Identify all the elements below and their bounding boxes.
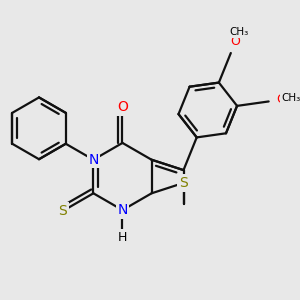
Text: N: N — [117, 203, 128, 217]
Text: N: N — [88, 153, 99, 167]
Text: O: O — [117, 100, 128, 114]
Text: S: S — [179, 176, 188, 190]
Text: CH₃: CH₃ — [282, 93, 300, 103]
Text: S: S — [58, 204, 67, 218]
Text: CH₃: CH₃ — [230, 27, 249, 37]
Text: H: H — [118, 231, 127, 244]
Text: O: O — [276, 93, 286, 106]
Text: O: O — [230, 35, 240, 48]
